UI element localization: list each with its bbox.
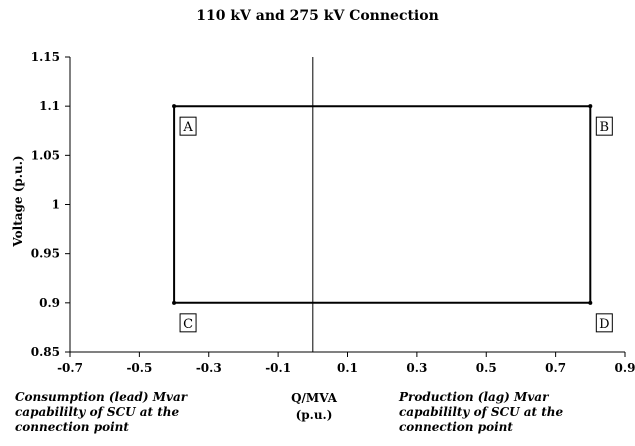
x-tick-label: 0.1 <box>337 361 358 375</box>
corner-point-a <box>172 104 177 109</box>
corner-point-c <box>172 300 177 305</box>
x-tick-label: 0.3 <box>406 361 427 375</box>
x-axis-label-line-1: Q/MVA <box>291 391 337 405</box>
x-axis-label-line-2: (p.u.) <box>295 408 333 422</box>
point-label-c: C <box>183 317 193 332</box>
corner-point-d <box>588 300 593 305</box>
x-tick-label: -0.3 <box>196 361 222 375</box>
y-tick-label: 1.15 <box>31 50 60 64</box>
production-annotation: Production (lag) Mvar capabililty of SCU… <box>399 390 564 434</box>
point-label-d: D <box>599 317 609 332</box>
consumption-annotation: Consumption (lead) Mvar capabililty of S… <box>15 390 188 434</box>
point-label-box-d <box>595 313 613 333</box>
axes: -0.7 -0.5 -0.3 -0.1 0.1 0.3 0.5 0.7 0.9 0.85 0.9 0.… <box>31 50 635 375</box>
x-tick-label: 0.7 <box>545 361 566 375</box>
x-tick-label: -0.5 <box>126 361 152 375</box>
chart-marks: A B C D <box>172 57 613 352</box>
y-tick-label: 0.9 <box>39 296 60 310</box>
point-label-b: B <box>600 120 610 135</box>
x-axis-label: Q/MVA (p.u.) <box>264 390 364 424</box>
x-tick-label: 0.5 <box>476 361 497 375</box>
point-label-box-a <box>179 116 197 136</box>
x-tick-label: -0.1 <box>265 361 291 375</box>
capability-envelope-line <box>173 105 592 304</box>
y-tick-label: 1.1 <box>39 99 60 113</box>
y-tick-label: 1.05 <box>31 148 60 162</box>
y-tick-label: 1 <box>52 198 60 212</box>
y-tick-label: 0.95 <box>31 247 60 261</box>
point-label-a: A <box>182 120 193 135</box>
x-tick-label: 0.9 <box>615 361 635 375</box>
x-tick-label: -0.7 <box>57 361 83 375</box>
point-label-box-b <box>595 116 613 136</box>
chart-title: 110 kV and 275 kV Connection <box>196 8 439 24</box>
corner-point-b <box>588 104 593 109</box>
point-label-box-c <box>179 313 197 333</box>
y-tick-label: 0.85 <box>31 345 60 359</box>
